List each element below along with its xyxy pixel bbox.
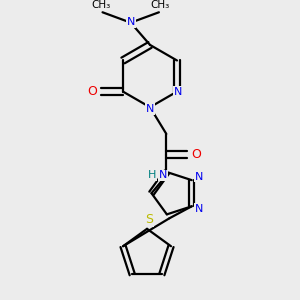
- Text: N: N: [174, 87, 183, 97]
- Text: N: N: [127, 17, 135, 27]
- Text: S: S: [146, 213, 153, 226]
- Text: N: N: [195, 204, 203, 214]
- Text: O: O: [88, 85, 98, 98]
- Text: N: N: [146, 104, 154, 114]
- Text: CH₃: CH₃: [92, 1, 111, 10]
- Text: CH₃: CH₃: [151, 1, 170, 10]
- Text: N: N: [195, 172, 203, 182]
- Text: H: H: [148, 170, 156, 180]
- Text: O: O: [192, 148, 202, 161]
- Text: N: N: [159, 170, 167, 180]
